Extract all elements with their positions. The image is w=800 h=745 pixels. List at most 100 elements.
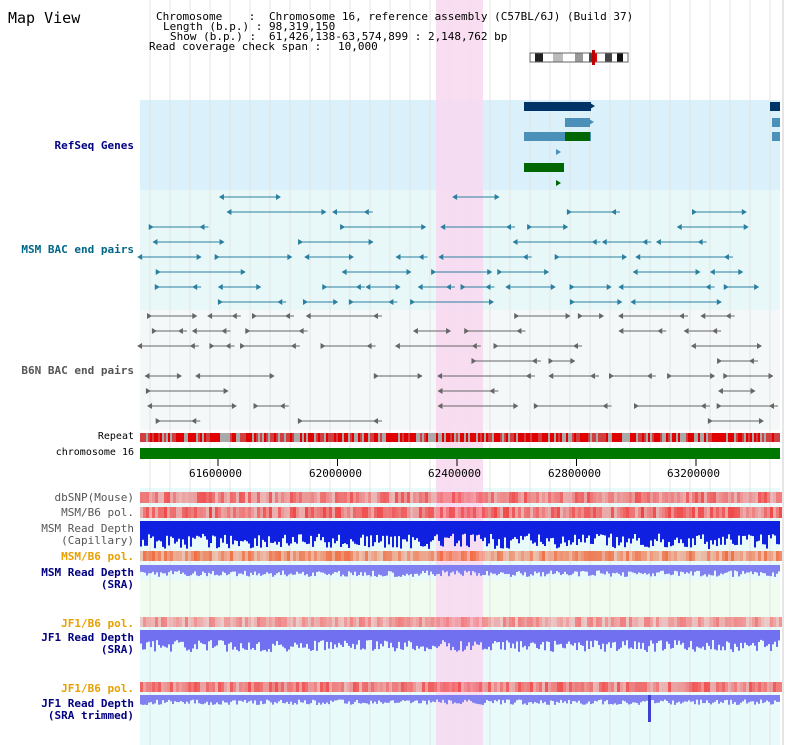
msm-bac-pair-end[interactable] bbox=[743, 224, 749, 230]
msm-bac-pair-end[interactable] bbox=[152, 239, 158, 245]
msm-bac-pair-end[interactable] bbox=[445, 284, 451, 290]
b6n-bac-pair-end[interactable] bbox=[533, 403, 539, 409]
msm-bac-pair-end[interactable] bbox=[219, 239, 225, 245]
b6n-bac-pair-end[interactable] bbox=[437, 388, 443, 394]
track-label-dbsnp[interactable]: dbSNP(Mouse) bbox=[54, 491, 134, 504]
b6n-bac-pair-end[interactable] bbox=[284, 313, 290, 319]
b6n-bac-pair-end[interactable] bbox=[548, 373, 554, 379]
b6n-bac-pair-end[interactable] bbox=[493, 343, 499, 349]
msm-bac-pair-end[interactable] bbox=[421, 224, 427, 230]
msm-bac-pair-end[interactable] bbox=[497, 269, 503, 275]
gene-direction-arrow[interactable] bbox=[556, 149, 561, 155]
b6n-bac-pair-end[interactable] bbox=[373, 373, 379, 379]
msm-bac-pair-end[interactable] bbox=[440, 224, 446, 230]
msm-bac-pair-end[interactable] bbox=[438, 254, 444, 260]
msm-bac-pair-end[interactable] bbox=[154, 284, 160, 290]
b6n-bac-pair-end[interactable] bbox=[298, 328, 304, 334]
b6n-bac-pair-end[interactable] bbox=[192, 313, 198, 319]
msm-bac-pair-end[interactable] bbox=[217, 299, 223, 305]
gene-direction-arrow[interactable] bbox=[590, 103, 595, 109]
msm-bac-pair-end[interactable] bbox=[226, 209, 232, 215]
msm-bac-pair-end[interactable] bbox=[137, 254, 143, 260]
b6n-bac-pair-end[interactable] bbox=[769, 403, 774, 409]
track-label-msm-b6-pol[interactable]: MSM/B6 pol. bbox=[61, 506, 134, 519]
msm-bac-pair-end[interactable] bbox=[601, 239, 607, 245]
b6n-bac-pair-end[interactable] bbox=[207, 313, 213, 319]
b6n-bac-pair-end[interactable] bbox=[618, 328, 624, 334]
track-label-jf1-read-sra-1[interactable]: JF1 Read Depth bbox=[41, 631, 134, 644]
msm-bac-pair-end[interactable] bbox=[487, 269, 493, 275]
track-label-refseq[interactable]: RefSeq Genes bbox=[54, 139, 134, 152]
msm-bac-pair-end[interactable] bbox=[635, 254, 641, 260]
msm-bac-pair-end[interactable] bbox=[506, 224, 512, 230]
msm-bac-pair-end[interactable] bbox=[705, 284, 711, 290]
msm-bac-pair-end[interactable] bbox=[522, 254, 528, 260]
b6n-bac-pair-end[interactable] bbox=[590, 373, 596, 379]
msm-bac-pair-end[interactable] bbox=[341, 269, 347, 275]
msm-bac-pair-end[interactable] bbox=[388, 299, 394, 305]
msm-bac-pair-end[interactable] bbox=[544, 269, 550, 275]
msm-bac-pair-end[interactable] bbox=[363, 209, 369, 215]
msm-bac-pair-end[interactable] bbox=[217, 284, 223, 290]
msm-bac-pair-end[interactable] bbox=[723, 254, 729, 260]
msm-bac-pair-end[interactable] bbox=[452, 194, 458, 200]
b6n-bac-pair-end[interactable] bbox=[618, 313, 624, 319]
msm-bac-pair-end[interactable] bbox=[738, 269, 744, 275]
b6n-bac-pair-end[interactable] bbox=[412, 328, 418, 334]
msm-bac-pair-end[interactable] bbox=[287, 254, 293, 260]
msm-bac-pair-end[interactable] bbox=[148, 224, 154, 230]
b6n-bac-pair-end[interactable] bbox=[225, 343, 231, 349]
gene-direction-arrow[interactable] bbox=[589, 119, 594, 125]
b6n-bac-pair-end[interactable] bbox=[602, 403, 608, 409]
b6n-bac-pair-end[interactable] bbox=[253, 403, 259, 409]
b6n-bac-pair-end[interactable] bbox=[191, 328, 197, 334]
msm-bac-pair-end[interactable] bbox=[617, 299, 623, 305]
msm-bac-pair-end[interactable] bbox=[494, 194, 500, 200]
msm-bac-pair-end[interactable] bbox=[395, 284, 401, 290]
b6n-bac-pair-end[interactable] bbox=[679, 313, 685, 319]
msm-bac-pair-end[interactable] bbox=[563, 224, 569, 230]
msm-bac-pair-end[interactable] bbox=[630, 299, 636, 305]
msm-bac-pair-end[interactable] bbox=[304, 254, 310, 260]
b6n-bac-pair-end[interactable] bbox=[147, 403, 153, 409]
b6n-bac-pair-end[interactable] bbox=[548, 358, 554, 364]
msm-bac-pair-end[interactable] bbox=[622, 254, 628, 260]
b6n-bac-pair-end[interactable] bbox=[394, 343, 400, 349]
b6n-bac-pair-end[interactable] bbox=[144, 373, 150, 379]
b6n-bac-pair-end[interactable] bbox=[176, 373, 182, 379]
msm-bac-pair-end[interactable] bbox=[431, 269, 437, 275]
msm-bac-pair-end[interactable] bbox=[192, 284, 198, 290]
b6n-bac-pair-end[interactable] bbox=[223, 388, 229, 394]
b6n-bac-pair-end[interactable] bbox=[147, 313, 153, 319]
msm-bac-pair-end[interactable] bbox=[322, 284, 328, 290]
msm-bac-pair-end[interactable] bbox=[460, 284, 466, 290]
b6n-bac-pair-end[interactable] bbox=[446, 328, 452, 334]
b6n-bac-pair-end[interactable] bbox=[700, 403, 706, 409]
msm-bac-pair-end[interactable] bbox=[754, 284, 760, 290]
msm-bac-pair-end[interactable] bbox=[218, 194, 224, 200]
msm-bac-pair-end[interactable] bbox=[368, 239, 374, 245]
b6n-bac-pair-end[interactable] bbox=[464, 328, 470, 334]
b6n-bac-pair-end[interactable] bbox=[633, 403, 639, 409]
msm-bac-pair-end[interactable] bbox=[340, 224, 346, 230]
b6n-bac-pair-end[interactable] bbox=[372, 313, 378, 319]
b6n-bac-pair-end[interactable] bbox=[716, 403, 722, 409]
msm-bac-pair-end[interactable] bbox=[697, 239, 703, 245]
track-label-b6n-bac[interactable]: B6N BAC end pairs bbox=[21, 364, 134, 377]
msm-bac-pair-end[interactable] bbox=[716, 299, 722, 305]
msm-bac-pair-end[interactable] bbox=[485, 284, 491, 290]
track-label-jf1-b6-pol[interactable]: JF1/B6 pol. bbox=[61, 617, 134, 630]
b6n-bac-pair-end[interactable] bbox=[570, 358, 576, 364]
b6n-bac-pair-end[interactable] bbox=[489, 388, 495, 394]
msm-bac-pair-end[interactable] bbox=[298, 239, 304, 245]
track-label-msm-read-sra-1[interactable]: MSM Read Depth bbox=[41, 566, 134, 579]
b6n-bac-pair-end[interactable] bbox=[471, 358, 477, 364]
b6n-bac-pair-end[interactable] bbox=[155, 418, 161, 424]
b6n-bac-pair-end[interactable] bbox=[758, 418, 764, 424]
b6n-bac-pair-end[interactable] bbox=[657, 328, 663, 334]
b6n-bac-pair-end[interactable] bbox=[417, 373, 423, 379]
b6n-bac-pair-end[interactable] bbox=[516, 328, 522, 334]
b6n-bac-pair-end[interactable] bbox=[305, 313, 311, 319]
b6n-bac-pair-end[interactable] bbox=[717, 388, 723, 394]
msm-bac-pair-end[interactable] bbox=[333, 299, 339, 305]
